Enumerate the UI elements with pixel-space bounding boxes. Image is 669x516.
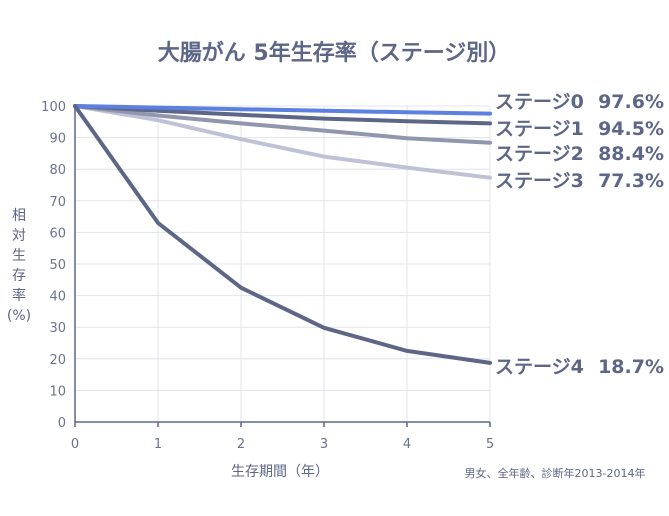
y-tick-label: 50 [49, 258, 66, 273]
y-tick-label: 70 [49, 195, 66, 210]
series-lines [73, 104, 492, 365]
grid [75, 105, 491, 422]
y-axis-title-char: 相 [12, 208, 26, 224]
x-tick-label: 1 [154, 437, 162, 452]
y-axis-title-char: 生 [12, 248, 26, 264]
x-tick-label: 4 [403, 437, 411, 452]
axes: 0 10 20 30 40 50 60 70 80 90 100 0 1 2 3 4 5 [41, 100, 494, 452]
series-line-3 [73, 104, 492, 180]
series-name-label: ステージ2 [495, 143, 584, 165]
y-axis-title-char: 率 [12, 287, 26, 304]
x-tick-label: 3 [320, 437, 328, 452]
series-value-label: 77.3% [598, 170, 664, 192]
source-note: 男女、全年齢、診断年2013-2014年 [465, 466, 646, 480]
y-tick-label: 60 [49, 226, 66, 241]
x-tick-label: 2 [237, 437, 245, 452]
y-tick-label: 0 [58, 416, 66, 431]
series-line-2 [73, 104, 492, 145]
series-line-0 [73, 104, 492, 116]
x-axis-title: 生存期間（年） [231, 464, 329, 480]
series-line-1 [73, 104, 492, 126]
y-tick-label: 40 [49, 290, 66, 305]
y-tick-label: 20 [49, 353, 66, 368]
series-name-label: ステージ4 [495, 356, 584, 378]
y-tick-label: 90 [49, 132, 66, 147]
y-tick-label: 80 [49, 163, 66, 178]
series-name-label: ステージ1 [495, 118, 584, 140]
y-axis-title-char: 存 [12, 268, 26, 284]
y-axis-title-char: (%) [7, 308, 31, 324]
y-tick-label: 10 [49, 384, 66, 399]
series-line-4 [73, 104, 492, 365]
series-value-label: 94.5% [598, 118, 664, 140]
series-name-label: ステージ0 [495, 91, 584, 113]
series-value-label: 18.7% [598, 356, 664, 378]
series-value-label: 97.6% [598, 91, 664, 113]
y-tick-label: 100 [41, 100, 66, 115]
x-tick-label: 5 [486, 437, 494, 452]
chart-title: 大腸がん 5年生存率（ステージ別） [158, 40, 511, 66]
x-tick-label: 0 [71, 437, 79, 452]
series-name-label: ステージ3 [495, 170, 584, 192]
y-tick-label: 30 [49, 321, 66, 336]
series-value-label: 88.4% [598, 143, 664, 165]
y-axis-title-char: 対 [12, 228, 26, 244]
series-end-labels: ステージ0 97.6% ステージ1 94.5% ステージ2 88.4% ステージ3 77.3%… [495, 91, 664, 378]
